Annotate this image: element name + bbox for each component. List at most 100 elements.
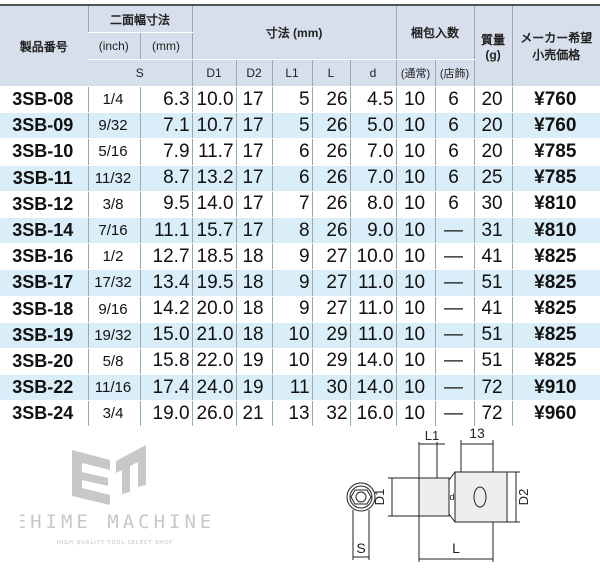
cell-product-no: 3SB-19 bbox=[0, 322, 88, 349]
table-row: 3SB-14 7/16 11.1 15.7 17 8 26 9.0 10—31 ¥810 bbox=[0, 217, 600, 245]
cell-d1: 20.0 bbox=[191, 296, 237, 323]
socket-dimension-diagram: S L1 13 D1 D2 d L bbox=[346, 425, 531, 562]
cell-qty-normal: 10 bbox=[395, 296, 436, 323]
cell-size-inch: 9/16 bbox=[87, 296, 140, 323]
cell-product-no: 3SB-18 bbox=[0, 296, 88, 323]
cell-qty-normal: 10 bbox=[395, 138, 436, 166]
socket-end-view: S bbox=[346, 482, 376, 560]
cell-product-no: 3SB-09 bbox=[0, 112, 88, 140]
cell-d2: 17 bbox=[235, 217, 273, 245]
cell-d1: 10.7 bbox=[191, 112, 237, 140]
diagram-label-drive: 13 bbox=[469, 425, 485, 441]
cell-l: 26 bbox=[311, 165, 351, 192]
diagram-label-s: S bbox=[356, 540, 365, 556]
cell-qty-normal: 10 bbox=[395, 165, 436, 192]
cell-d1: 11.7 bbox=[191, 138, 237, 166]
diagram-label-d1: D1 bbox=[372, 489, 387, 506]
header-d2: D2 bbox=[235, 59, 273, 87]
cell-l: 27 bbox=[311, 296, 351, 323]
cell-mass: 41 bbox=[473, 296, 513, 323]
cell-mass: 51 bbox=[473, 269, 513, 297]
cell-d2: 21 bbox=[235, 400, 273, 428]
cell-mass: 25 bbox=[473, 165, 513, 192]
table-row: 3SB-12 3/8 9.5 14.0 17 7 26 8.0 10 6 30 ¥810 bbox=[0, 191, 600, 218]
cell-mass: 30 bbox=[473, 191, 513, 218]
cell-d2: 17 bbox=[235, 191, 273, 218]
header-shop: (店飾) bbox=[434, 59, 475, 87]
cell-l: 27 bbox=[311, 243, 351, 271]
cell-d: 10.0 bbox=[349, 243, 397, 271]
cell-qty-normal: 10 bbox=[395, 86, 436, 114]
cell-qty-shop: 6 bbox=[434, 191, 475, 218]
cell-product-no: 3SB-22 bbox=[0, 374, 88, 402]
cell-size-mm: 19.0 bbox=[139, 400, 193, 428]
cell-mass: 72 bbox=[473, 374, 513, 402]
cell-size-inch: 1/4 bbox=[87, 86, 140, 114]
cell-qty-shop: — bbox=[434, 217, 475, 245]
cell-qty-normal: 10 bbox=[395, 269, 436, 297]
cell-l1: 10 bbox=[271, 348, 313, 376]
cell-d1: 10.0 bbox=[191, 86, 237, 114]
cell-l: 26 bbox=[311, 112, 351, 140]
header-normal: (通常) bbox=[395, 59, 436, 87]
cell-size-inch: 5/16 bbox=[87, 138, 140, 166]
header-product-no: 製品番号 bbox=[0, 5, 88, 87]
cell-qty-normal: 10 bbox=[395, 374, 436, 402]
cell-l1: 5 bbox=[271, 86, 313, 114]
cell-d1: 19.5 bbox=[191, 269, 237, 297]
cell-qty-normal: 10 bbox=[395, 322, 436, 349]
cell-mass: 72 bbox=[473, 400, 513, 428]
cell-price: ¥825 bbox=[511, 348, 600, 376]
table-row: 3SB-22 11/16 17.4 24.0 19 11 30 14.0 10—72 ¥910 bbox=[0, 374, 600, 402]
header-d: d bbox=[349, 59, 397, 87]
logo-tagline: HIGH QUALITY TOOL SELECT SHOP bbox=[57, 540, 173, 546]
cell-mass: 51 bbox=[473, 322, 513, 349]
cell-d1: 13.2 bbox=[191, 165, 237, 192]
cell-size-inch: 11/16 bbox=[87, 374, 140, 402]
cell-l1: 6 bbox=[271, 138, 313, 166]
cell-qty-normal: 10 bbox=[395, 217, 436, 245]
cell-l: 26 bbox=[311, 191, 351, 218]
diagram-label-d: d bbox=[449, 492, 454, 502]
cell-l: 29 bbox=[311, 322, 351, 349]
cell-qty-shop: — bbox=[434, 348, 475, 376]
cell-d: 14.0 bbox=[349, 374, 397, 402]
cell-price: ¥810 bbox=[511, 217, 600, 245]
cell-l1: 8 bbox=[271, 217, 313, 245]
diagram-label-d2: D2 bbox=[516, 489, 531, 506]
cell-size-mm: 6.3 bbox=[139, 86, 193, 114]
spec-table: 製品番号 二面幅寸法 寸法 (mm) 梱包入数 質量 (g) メーカー希望 小売価格… bbox=[0, 4, 600, 428]
cell-d1: 18.5 bbox=[191, 243, 237, 271]
cell-d: 5.0 bbox=[349, 112, 397, 140]
cell-l1: 13 bbox=[271, 400, 313, 428]
cell-size-mm: 7.1 bbox=[139, 112, 193, 140]
cell-qty-normal: 10 bbox=[395, 191, 436, 218]
cell-l1: 9 bbox=[271, 243, 313, 271]
cell-size-inch: 17/32 bbox=[87, 269, 140, 297]
header-d1: D1 bbox=[191, 59, 237, 87]
cell-product-no: 3SB-20 bbox=[0, 348, 88, 376]
table-row: 3SB-09 9/32 7.1 10.7 17 5 26 5.0 10 6 20 ¥760 bbox=[0, 112, 600, 140]
cell-price: ¥825 bbox=[511, 322, 600, 349]
cell-price: ¥825 bbox=[511, 269, 600, 297]
cell-l: 26 bbox=[311, 86, 351, 114]
cell-product-no: 3SB-08 bbox=[0, 86, 88, 114]
cell-size-mm: 11.1 bbox=[139, 217, 193, 245]
header-l: L bbox=[311, 59, 351, 87]
cell-qty-shop: — bbox=[434, 243, 475, 271]
cell-l1: 6 bbox=[271, 165, 313, 192]
cell-l1: 7 bbox=[271, 191, 313, 218]
cell-size-mm: 15.0 bbox=[139, 322, 193, 349]
header-across-flats: 二面幅寸法 bbox=[87, 5, 193, 33]
cell-mass: 20 bbox=[473, 138, 513, 166]
header-l1: L1 bbox=[271, 59, 313, 87]
header-packing: 梱包入数 bbox=[395, 5, 475, 60]
cell-l1: 9 bbox=[271, 269, 313, 297]
cell-d: 8.0 bbox=[349, 191, 397, 218]
cell-d2: 18 bbox=[235, 243, 273, 271]
cell-qty-normal: 10 bbox=[395, 400, 436, 428]
cell-qty-shop: 6 bbox=[434, 86, 475, 114]
cell-price: ¥960 bbox=[511, 400, 600, 428]
table-row: 3SB-10 5/16 7.9 11.7 17 6 26 7.0 10 6 20 ¥785 bbox=[0, 138, 600, 166]
table-row: 3SB-11 11/32 8.7 13.2 17 6 26 7.0 10 6 25 ¥785 bbox=[0, 165, 600, 192]
